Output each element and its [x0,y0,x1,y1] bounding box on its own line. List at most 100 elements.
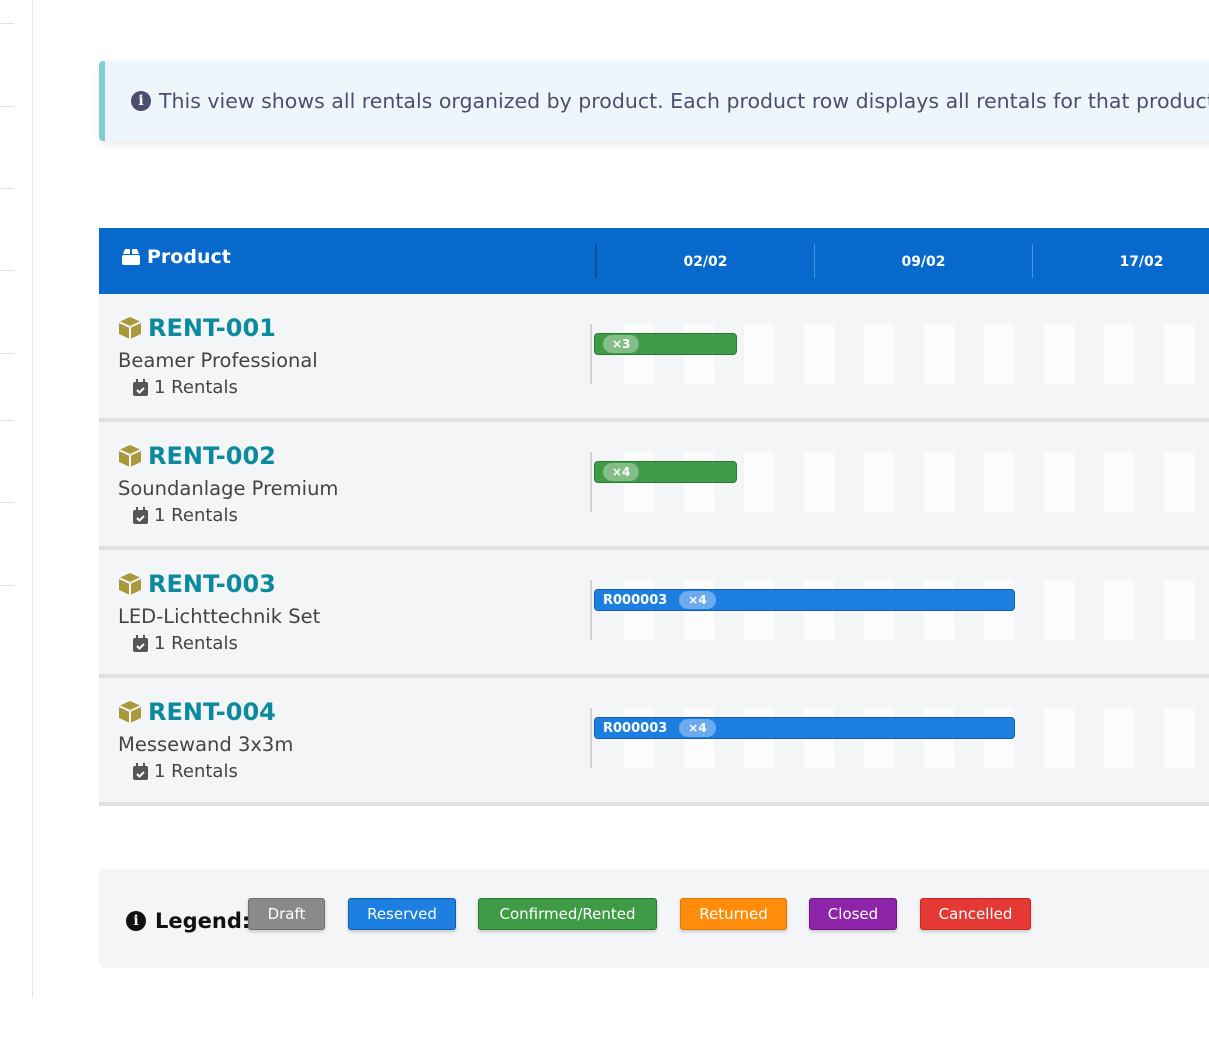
cube-icon [118,317,142,339]
product-name: LED-Lichttechnik Set [118,605,321,628]
product-timeline-gantt: Product 02/02 09/02 17/02 RENT-001 Beame… [99,228,1209,808]
timeline-day-stripe [1164,324,1194,384]
product-row: RENT-003 LED-Lichttechnik Set 1 Rentals … [99,550,1209,678]
timeline-day-stripe [1104,452,1134,512]
rental-count: 1 Rentals [132,377,238,398]
timeline-day-stripe [864,324,894,384]
quantity-badge: ×3 [603,335,640,353]
timeline-day-stripe [984,324,1014,384]
timeline-day-stripe [804,324,834,384]
product-name: Messewand 3x3m [118,733,294,756]
header-divider [814,244,815,278]
timeline-day-stripe [924,324,954,384]
timeline-day-stripe [924,452,954,512]
rental-count-label: 1 Rentals [154,633,238,654]
product-row: RENT-001 Beamer Professional 1 Rentals ×… [99,294,1209,422]
calendar-check-icon [133,506,148,524]
info-alert: i This view shows all rentals organized … [99,61,1209,141]
legend-badge-returned: Returned [680,898,787,930]
product-column-label: Product [147,246,231,268]
product-code: RENT-003 [148,570,276,598]
date-column-label: 17/02 [1119,254,1164,270]
rental-reference: R000003 [603,592,668,608]
rental-timeline: ×4 [590,452,1209,512]
product-code-link[interactable]: RENT-004 [117,698,276,726]
legend-badge-confirmed-rented: Confirmed/Rented [478,898,657,930]
quantity-badge: ×4 [679,719,716,737]
product-code: RENT-004 [148,698,276,726]
date-column-label: 09/02 [901,254,946,270]
rental-count: 1 Rentals [132,761,238,782]
product-code: RENT-002 [148,442,276,470]
rental-count-label: 1 Rentals [154,377,238,398]
cube-icon [118,701,142,723]
calendar-check-icon [133,762,148,780]
header-divider [595,244,597,278]
info-text: This view shows all rentals organized by… [159,89,1209,113]
rental-count: 1 Rentals [132,633,238,654]
gantt-header: Product 02/02 09/02 17/02 [99,228,1209,294]
timeline-day-stripe [804,452,834,512]
product-column-header[interactable]: Product [121,246,231,268]
product-code: RENT-001 [148,314,276,342]
product-code-link[interactable]: RENT-002 [117,442,276,470]
box-open-icon [122,249,140,265]
rental-count-label: 1 Rentals [154,505,238,526]
quantity-badge: ×4 [603,463,640,481]
product-name: Soundanlage Premium [118,477,339,500]
rental-bar[interactable]: ×4 [594,461,737,483]
legend-badge-closed: Closed [809,898,897,930]
legend-title-text: Legend: [155,909,251,933]
header-divider [1032,244,1033,278]
legend-badge-cancelled: Cancelled [920,898,1031,930]
rail-divider [0,585,14,586]
rail-divider [0,353,14,354]
timeline-day-stripe [744,452,774,512]
left-sidebar-rail [0,0,33,998]
timeline-day-stripe [1164,452,1194,512]
legend-title: i Legend: [126,909,250,933]
info-circle-icon: i [126,911,146,931]
timeline-day-stripe [1104,324,1134,384]
product-code-link[interactable]: RENT-003 [117,570,276,598]
calendar-check-icon [133,634,148,652]
timeline-day-stripe [1164,708,1194,768]
info-circle-icon: i [131,91,151,111]
rail-divider [0,270,14,271]
legend-badge-draft: Draft [248,898,325,930]
rental-reference: R000003 [603,720,668,736]
timeline-day-stripe [1044,580,1074,640]
cube-icon [118,445,142,467]
rental-timeline: ×3 [590,324,1209,384]
status-legend: i Legend: Draft Reserved Confirmed/Rente… [99,869,1209,968]
rental-bar[interactable]: R000003 ×4 [594,589,1015,611]
rental-count-label: 1 Rentals [154,761,238,782]
rail-divider [0,23,14,24]
rental-timeline: R000003 ×4 [590,708,1209,768]
rail-divider [0,420,14,421]
rental-bar[interactable]: R000003 ×4 [594,717,1015,739]
date-column-label: 02/02 [683,254,728,270]
timeline-day-stripe [1164,580,1194,640]
rental-count: 1 Rentals [132,505,238,526]
timeline-day-stripe [1044,324,1074,384]
product-row: RENT-002 Soundanlage Premium 1 Rentals ×… [99,422,1209,550]
quantity-badge: ×4 [679,591,716,609]
timeline-day-stripe [864,452,894,512]
timeline-day-stripe [984,452,1014,512]
timeline-day-stripe [1044,708,1074,768]
product-code-link[interactable]: RENT-001 [117,314,276,342]
timeline-day-stripe [1044,452,1074,512]
rental-bar[interactable]: ×3 [594,333,737,355]
timeline-day-stripe [1104,708,1134,768]
cube-icon [118,573,142,595]
product-row: RENT-004 Messewand 3x3m 1 Rentals R00000… [99,678,1209,806]
rental-timeline: R000003 ×4 [590,580,1209,640]
legend-badge-reserved: Reserved [348,898,456,930]
rail-divider [0,502,14,503]
product-name: Beamer Professional [118,349,318,372]
calendar-check-icon [133,378,148,396]
timeline-day-stripe [744,324,774,384]
timeline-day-stripe [1104,580,1134,640]
rail-divider [0,106,14,107]
